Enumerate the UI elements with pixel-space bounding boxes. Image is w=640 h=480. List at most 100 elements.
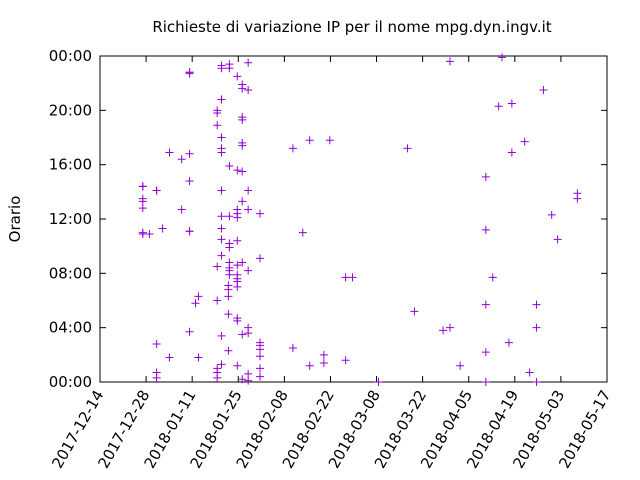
point (217, 95, 226, 104)
point (494, 102, 503, 111)
point (348, 273, 357, 282)
point (185, 176, 194, 185)
point (305, 136, 314, 145)
point (138, 197, 147, 206)
point (217, 224, 226, 233)
point (445, 323, 454, 332)
point (217, 360, 226, 369)
point (233, 213, 242, 222)
point (341, 273, 350, 282)
point (152, 373, 161, 382)
point (213, 106, 222, 115)
point (238, 141, 247, 150)
y-tick-label: 00:00 (49, 47, 92, 65)
point (439, 326, 448, 335)
point (217, 331, 226, 340)
point (481, 172, 490, 181)
point (244, 369, 253, 378)
point (213, 296, 222, 305)
point (507, 148, 516, 157)
point (217, 235, 226, 244)
point (185, 69, 194, 78)
point (238, 375, 247, 384)
point (374, 378, 383, 386)
point (194, 353, 203, 362)
point (244, 376, 253, 385)
y-tick-label: 00:00 (49, 373, 92, 391)
point (244, 329, 253, 338)
point (244, 205, 253, 214)
point (217, 186, 226, 195)
point (225, 162, 234, 171)
point (256, 345, 265, 354)
point (185, 149, 194, 158)
point (507, 99, 516, 108)
point (152, 186, 161, 195)
point (238, 167, 247, 176)
y-tick-label: 16:00 (49, 156, 92, 174)
point (244, 266, 253, 275)
point (233, 270, 242, 279)
point (481, 378, 490, 386)
point (341, 356, 350, 365)
point (165, 353, 174, 362)
point (532, 378, 541, 386)
point (233, 361, 242, 370)
point (256, 254, 265, 263)
point (145, 229, 154, 238)
point (217, 64, 226, 73)
point (288, 144, 297, 153)
point (217, 212, 226, 221)
point (224, 285, 233, 294)
point (532, 323, 541, 332)
point (185, 227, 194, 236)
point (225, 64, 234, 73)
point (325, 136, 334, 145)
point (238, 84, 247, 93)
point (138, 204, 147, 213)
point (177, 205, 186, 214)
point (225, 270, 234, 279)
point (238, 115, 247, 124)
point (481, 225, 490, 234)
point (152, 339, 161, 348)
point (256, 352, 265, 361)
point (539, 85, 548, 94)
point (238, 197, 247, 206)
point (185, 327, 194, 336)
point (256, 372, 265, 381)
point (481, 300, 490, 309)
point (194, 292, 203, 301)
point (403, 144, 412, 153)
point (305, 361, 314, 370)
point (233, 236, 242, 245)
point (217, 133, 226, 142)
point (288, 344, 297, 353)
point (233, 316, 242, 325)
point (158, 224, 167, 233)
point (233, 261, 242, 270)
chart-title: Richieste di variazione IP per il nome m… (152, 18, 551, 36)
point (225, 212, 234, 221)
point (481, 348, 490, 357)
point (224, 346, 233, 355)
y-axis-label: Orario (6, 196, 24, 243)
point (488, 273, 497, 282)
point (547, 210, 556, 219)
point (532, 300, 541, 309)
y-tick-label: 12:00 (49, 210, 92, 228)
point (298, 228, 307, 237)
point (233, 166, 242, 175)
point (233, 72, 242, 81)
point (520, 137, 529, 146)
point (256, 364, 265, 373)
point (213, 121, 222, 130)
point (238, 258, 247, 267)
y-tick-label: 20:00 (49, 101, 92, 119)
point (445, 57, 454, 66)
point (573, 194, 582, 203)
point (319, 350, 328, 359)
point (191, 299, 200, 308)
point (244, 58, 253, 67)
